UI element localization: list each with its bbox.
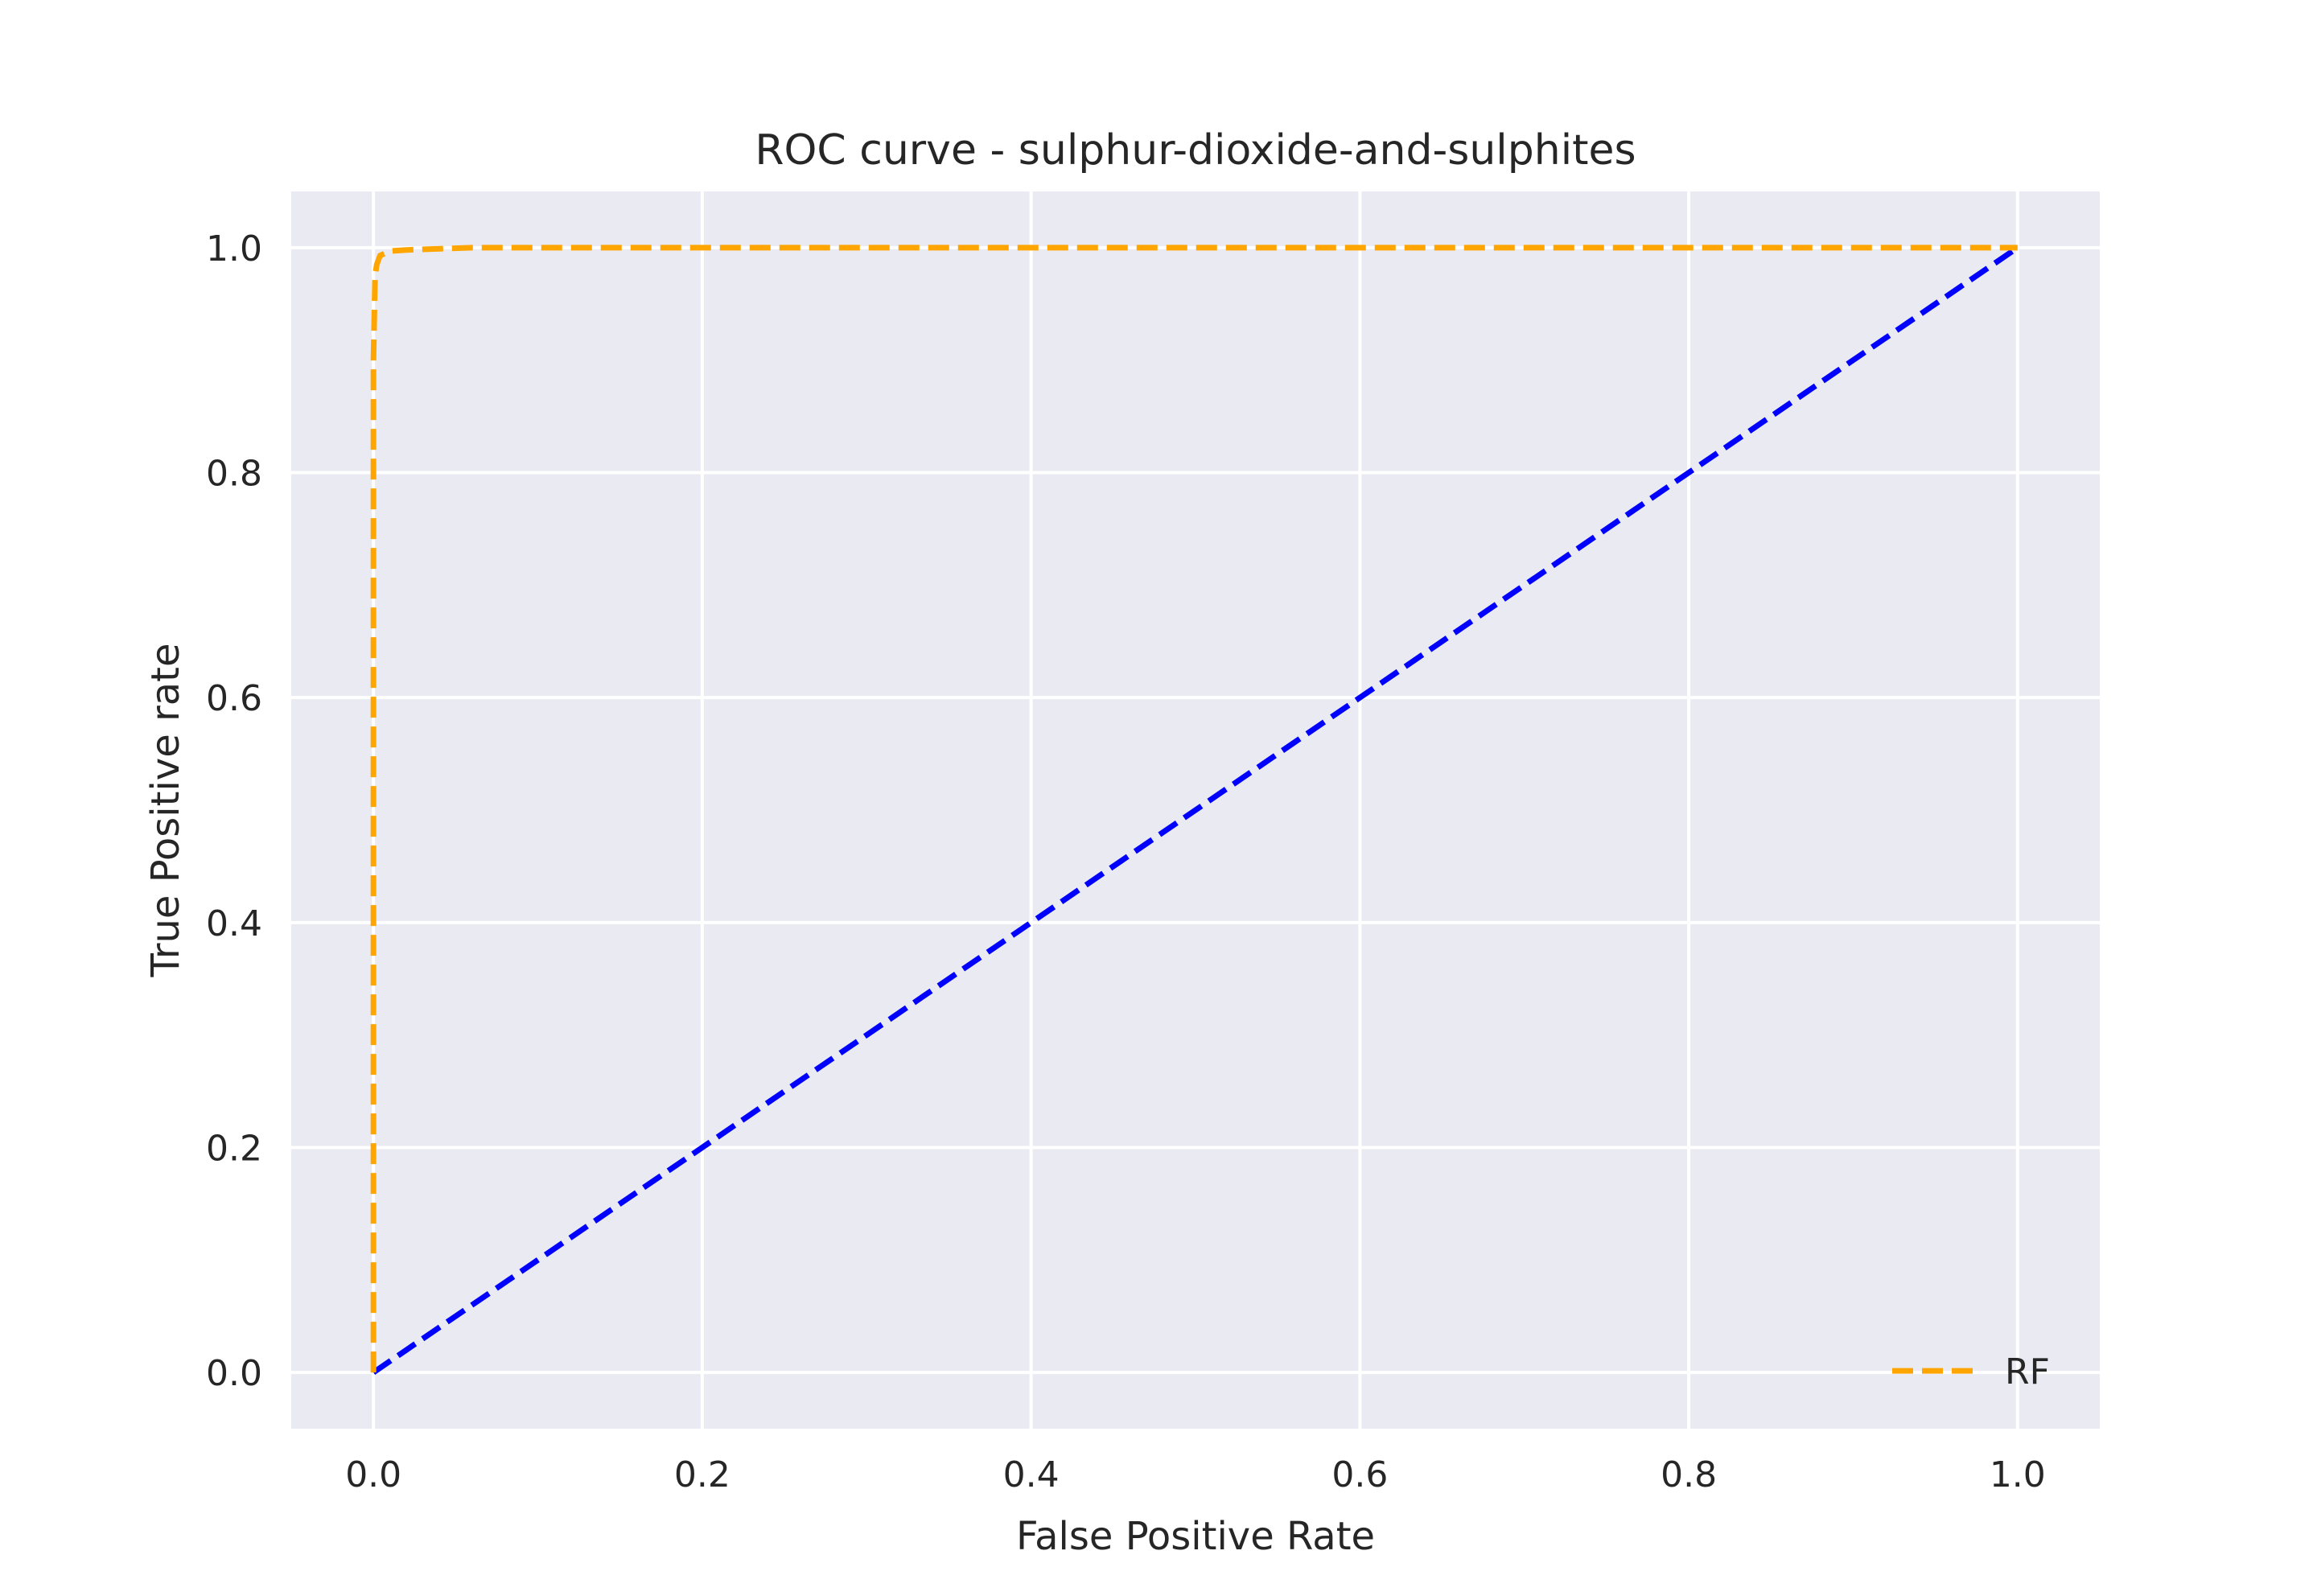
vertical-gridlines <box>372 191 2019 1429</box>
x-tick-label: 0.4 <box>1003 1454 1060 1495</box>
y-axis-tick-labels: 0.0 0.2 0.4 0.6 0.8 1.0 <box>206 228 262 1394</box>
chart-title: ROC curve - sulphur-dioxide-and-sulphite… <box>755 126 1636 175</box>
x-tick-label: 0.2 <box>674 1454 730 1495</box>
x-tick-label: 0.0 <box>345 1454 401 1495</box>
x-axis-label: False Positive Rate <box>1016 1514 1375 1559</box>
x-axis-tick-labels: 0.0 0.2 0.4 0.6 0.8 1.0 <box>345 1454 2046 1495</box>
y-tick-label: 0.2 <box>206 1128 262 1169</box>
legend-label-rf: RF <box>2005 1351 2050 1392</box>
series-layer <box>370 245 2019 1375</box>
y-tick-label: 0.4 <box>206 903 262 944</box>
legend: RF <box>1892 1351 2050 1392</box>
x-tick-label: 0.8 <box>1661 1454 1717 1495</box>
y-tick-label: 1.0 <box>206 228 262 269</box>
y-tick-label: 0.8 <box>206 454 262 495</box>
x-tick-label: 1.0 <box>1990 1454 2046 1495</box>
y-tick-label: 0.0 <box>206 1353 262 1394</box>
y-axis-label: True Positive rate <box>143 643 188 977</box>
diagonal-reference-line <box>372 245 2019 1375</box>
x-tick-label: 0.6 <box>1331 1454 1388 1495</box>
series-rf-line <box>370 245 2018 1373</box>
y-tick-label: 0.6 <box>206 678 262 719</box>
